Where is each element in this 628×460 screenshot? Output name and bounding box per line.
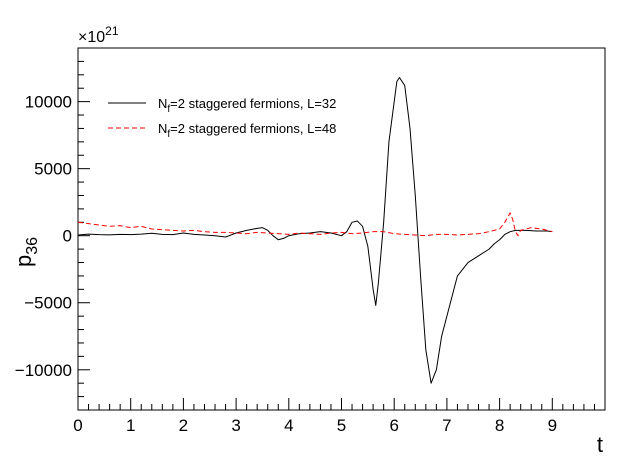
x-axis-ticks: 0 1 2 3 4 5 6 7 8 9 xyxy=(73,398,606,435)
x-tick-label: 0 xyxy=(73,416,82,435)
series-layer xyxy=(77,77,553,384)
x-tick-label: 8 xyxy=(495,416,504,435)
y-axis-label: p36 xyxy=(11,237,41,267)
legend-l32-rest: =2 staggered fermions, L=32 xyxy=(170,96,336,111)
legend-label-l48: Nf=2 staggered fermions, L=48 xyxy=(158,121,336,140)
y-multiplier: ×1021 xyxy=(78,24,119,46)
y-tick-label: −10000 xyxy=(15,361,72,380)
y-axis-ticks: −10000 −5000 0 5000 10000 xyxy=(15,47,90,411)
y-tick-label: 10000 xyxy=(25,93,72,112)
legend-l48-sub: f xyxy=(167,129,170,140)
x-tick-label: 3 xyxy=(231,416,240,435)
legend: Nf=2 staggered fermions, L=32 Nf=2 stagg… xyxy=(108,96,336,140)
y-multiplier-exponent: 21 xyxy=(105,24,119,38)
y-tick-label: −5000 xyxy=(24,294,72,313)
y-multiplier-prefix: ×10 xyxy=(78,29,105,46)
series-line-l48 xyxy=(77,212,553,237)
legend-label-l32: Nf=2 staggered fermions, L=32 xyxy=(158,96,336,115)
legend-l48-rest: =2 staggered fermions, L=48 xyxy=(170,121,336,136)
y-tick-label: 0 xyxy=(63,227,72,246)
x-tick-label: 6 xyxy=(389,416,398,435)
legend-l32-main: N xyxy=(158,96,167,111)
x-tick-label: 7 xyxy=(442,416,451,435)
y-axis-label-main: p xyxy=(11,255,36,267)
legend-l32-sub: f xyxy=(167,104,170,115)
x-tick-label: 1 xyxy=(126,416,135,435)
legend-l48-main: N xyxy=(158,121,167,136)
x-tick-label: 2 xyxy=(179,416,188,435)
x-axis-label: t xyxy=(597,432,603,457)
x-tick-label: 5 xyxy=(337,416,346,435)
x-tick-label: 9 xyxy=(548,416,557,435)
series-line-l32 xyxy=(77,77,553,384)
y-axis-label-sub: 36 xyxy=(24,237,41,255)
x-tick-label: 4 xyxy=(284,416,293,435)
y-tick-label: 5000 xyxy=(34,160,72,179)
